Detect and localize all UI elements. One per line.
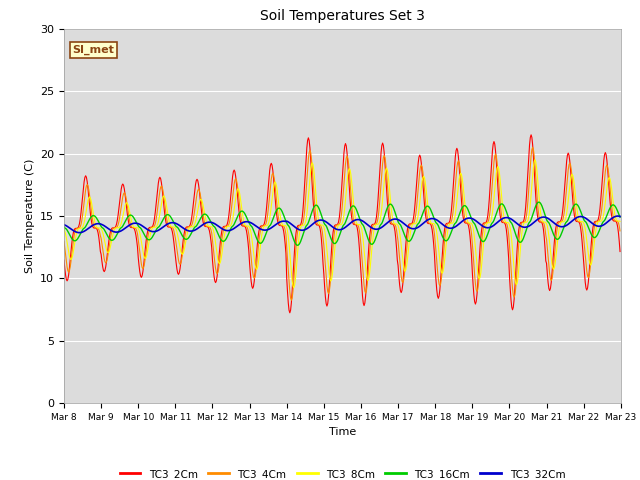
TC3_4Cm: [616, 228, 624, 234]
TC3_4Cm: [410, 219, 418, 225]
Legend: TC3_2Cm, TC3_4Cm, TC3_8Cm, TC3_16Cm, TC3_32Cm: TC3_2Cm, TC3_4Cm, TC3_8Cm, TC3_16Cm, TC3…: [115, 465, 570, 480]
TC3_16Cm: [127, 212, 135, 218]
TC3_16Cm: [70, 238, 78, 243]
TC3_8Cm: [290, 285, 298, 291]
Title: Soil Temperatures Set 3: Soil Temperatures Set 3: [260, 10, 425, 24]
TC3_8Cm: [70, 244, 78, 250]
X-axis label: Time: Time: [329, 428, 356, 437]
TC3_16Cm: [410, 229, 418, 235]
TC3_16Cm: [213, 229, 221, 235]
TC3_2Cm: [410, 209, 418, 215]
TC3_8Cm: [127, 217, 135, 223]
TC3_2Cm: [70, 228, 78, 233]
TC3_4Cm: [427, 221, 435, 227]
TC3_32Cm: [185, 228, 193, 234]
TC3_8Cm: [531, 157, 539, 163]
TC3_32Cm: [410, 226, 418, 231]
TC3_4Cm: [184, 224, 191, 230]
TC3_8Cm: [427, 219, 435, 225]
TC3_32Cm: [214, 223, 221, 229]
TC3_8Cm: [184, 229, 191, 235]
TC3_2Cm: [213, 273, 221, 279]
TC3_8Cm: [410, 221, 418, 227]
Line: TC3_4Cm: TC3_4Cm: [64, 147, 620, 300]
TC3_8Cm: [60, 227, 68, 232]
Line: TC3_16Cm: TC3_16Cm: [64, 202, 620, 245]
TC3_4Cm: [127, 224, 135, 229]
TC3_16Cm: [427, 206, 435, 212]
TC3_16Cm: [294, 242, 301, 248]
Line: TC3_8Cm: TC3_8Cm: [64, 160, 620, 288]
TC3_32Cm: [427, 216, 435, 222]
TC3_32Cm: [128, 221, 136, 227]
TC3_4Cm: [60, 239, 68, 244]
TC3_2Cm: [616, 249, 624, 254]
Text: SI_met: SI_met: [72, 45, 114, 55]
Y-axis label: Soil Temperature (C): Soil Temperature (C): [24, 159, 35, 273]
TC3_32Cm: [76, 230, 83, 236]
TC3_32Cm: [60, 222, 68, 228]
TC3_16Cm: [616, 214, 624, 220]
TC3_16Cm: [60, 224, 68, 230]
TC3_4Cm: [213, 271, 221, 277]
TC3_16Cm: [535, 199, 543, 205]
TC3_8Cm: [213, 252, 221, 258]
Line: TC3_32Cm: TC3_32Cm: [64, 216, 620, 233]
TC3_4Cm: [529, 144, 536, 150]
Line: TC3_2Cm: TC3_2Cm: [64, 135, 620, 313]
TC3_2Cm: [286, 310, 294, 316]
TC3_32Cm: [614, 213, 621, 219]
TC3_16Cm: [184, 236, 191, 241]
TC3_32Cm: [70, 228, 78, 234]
TC3_4Cm: [287, 298, 295, 303]
TC3_2Cm: [127, 225, 135, 230]
TC3_32Cm: [616, 214, 624, 219]
TC3_2Cm: [60, 257, 68, 263]
TC3_2Cm: [427, 221, 435, 227]
TC3_4Cm: [70, 233, 78, 239]
TC3_8Cm: [616, 218, 624, 224]
TC3_2Cm: [527, 132, 535, 138]
TC3_2Cm: [184, 224, 191, 230]
